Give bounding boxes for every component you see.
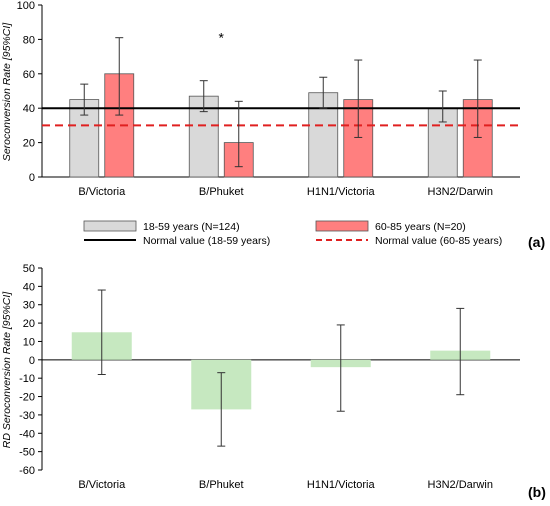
- category-label-a: B/Phuket: [199, 186, 244, 198]
- svg-text:18-59 years (N=124): 18-59 years (N=124): [143, 221, 240, 233]
- error-bars-b: [97, 289, 465, 447]
- error-bars-a: [80, 37, 482, 168]
- error-bar-b-phuket-60-85: [234, 100, 243, 168]
- y-axis-label-a: Seroconversion Rate [95%CI]: [1, 22, 13, 161]
- chart-b: 50 40 30 20 10 0 -10 -20 -30 -40 -50 -60 B/Victoria…: [1, 263, 546, 500]
- error-bar-b-phuket-18-59: [199, 80, 208, 113]
- y-tick-label-a: 40: [23, 103, 35, 115]
- error-bar-rd-b-victoria: [97, 289, 106, 376]
- category-label-a: H3N2/Darwin: [428, 186, 493, 198]
- significance-annotation: *: [219, 30, 225, 46]
- y-tick-label-a: 100: [17, 0, 35, 12]
- error-bar-h3n2-darwin-60-85: [473, 59, 482, 138]
- error-bar-h1n1-victoria-60-85: [354, 59, 363, 138]
- y-tick-label-a: 60: [23, 69, 35, 81]
- legend-item-normal-60-85: Normal value (60-85 years): [316, 235, 502, 247]
- category-label-a: H1N1/Victoria: [307, 186, 376, 198]
- y-tick-label-b: 10: [23, 336, 35, 348]
- y-tick-label-a: 0: [29, 172, 35, 184]
- category-label-b: H1N1/Victoria: [307, 479, 376, 491]
- y-tick-label-b: 50: [23, 263, 35, 275]
- chart-a: 0 20 40 60 80 100 B/Victoria B/Phuket H1N1/Vict…: [1, 0, 545, 250]
- legend-item-18-59: 18-59 years (N=124): [83, 220, 240, 233]
- category-label-b: B/Victoria: [78, 479, 126, 491]
- error-bar-h1n1-victoria-18-59: [319, 76, 328, 109]
- y-axis-label-b: RD Seroconversion Rate [95%CI]: [1, 291, 13, 448]
- category-labels-a: B/Victoria B/Phuket H1N1/Victoria H3N2/Darw…: [78, 186, 493, 198]
- error-bar-h3n2-darwin-18-59: [438, 90, 447, 123]
- category-label-a: B/Victoria: [78, 186, 126, 198]
- y-tick-label-b: -30: [19, 410, 35, 422]
- svg-text:Normal value (18-59 years): Normal value (18-59 years): [143, 235, 270, 247]
- error-bar-rd-h3n2-darwin: [456, 307, 465, 396]
- y-tick-label-b: -20: [19, 392, 35, 404]
- y-tick-label-b: -40: [19, 428, 35, 440]
- y-tick-label-a: 80: [23, 34, 35, 46]
- panel-label-b: (b): [528, 484, 546, 500]
- error-bar-b-victoria-18-59: [80, 83, 89, 116]
- y-tick-label-b: 40: [23, 281, 35, 293]
- legend-a: 18-59 years (N=124) 60-85 years (N=20) N…: [83, 220, 502, 247]
- svg-text:60-85 years (N=20): 60-85 years (N=20): [375, 221, 466, 233]
- category-labels-b: B/Victoria B/Phuket H1N1/Victoria H3N2/Darw…: [78, 479, 493, 491]
- panel-label-a: (a): [528, 234, 545, 250]
- category-label-b: H3N2/Darwin: [428, 479, 493, 491]
- legend-item-60-85: 60-85 years (N=20): [315, 220, 466, 233]
- error-bar-rd-h1n1-victoria: [336, 324, 345, 412]
- annotations-a: *: [219, 30, 225, 46]
- error-bar-rd-b-phuket: [217, 372, 226, 447]
- y-tick-label-a: 20: [23, 138, 35, 150]
- y-axis-b: 50 40 30 20 10 0 -10 -20 -30 -40 -50 -60: [19, 263, 42, 477]
- y-axis-a: 0 20 40 60 80 100: [17, 0, 42, 184]
- y-tick-label-b: -60: [19, 465, 35, 477]
- reference-lines-a: [42, 107, 520, 127]
- category-label-b: B/Phuket: [199, 479, 244, 491]
- bars-b: [71, 332, 491, 410]
- legend-item-normal-18-59: Normal value (18-59 years): [84, 235, 270, 247]
- error-bar-b-victoria-60-85: [115, 37, 124, 116]
- svg-text:Normal value (60-85 years): Normal value (60-85 years): [375, 235, 502, 247]
- y-tick-label-b: 30: [23, 300, 35, 312]
- y-tick-label-b: 20: [23, 318, 35, 330]
- y-tick-label-b: -10: [19, 373, 35, 385]
- y-tick-label-b: 0: [29, 355, 35, 367]
- y-tick-label-b: -50: [19, 447, 35, 459]
